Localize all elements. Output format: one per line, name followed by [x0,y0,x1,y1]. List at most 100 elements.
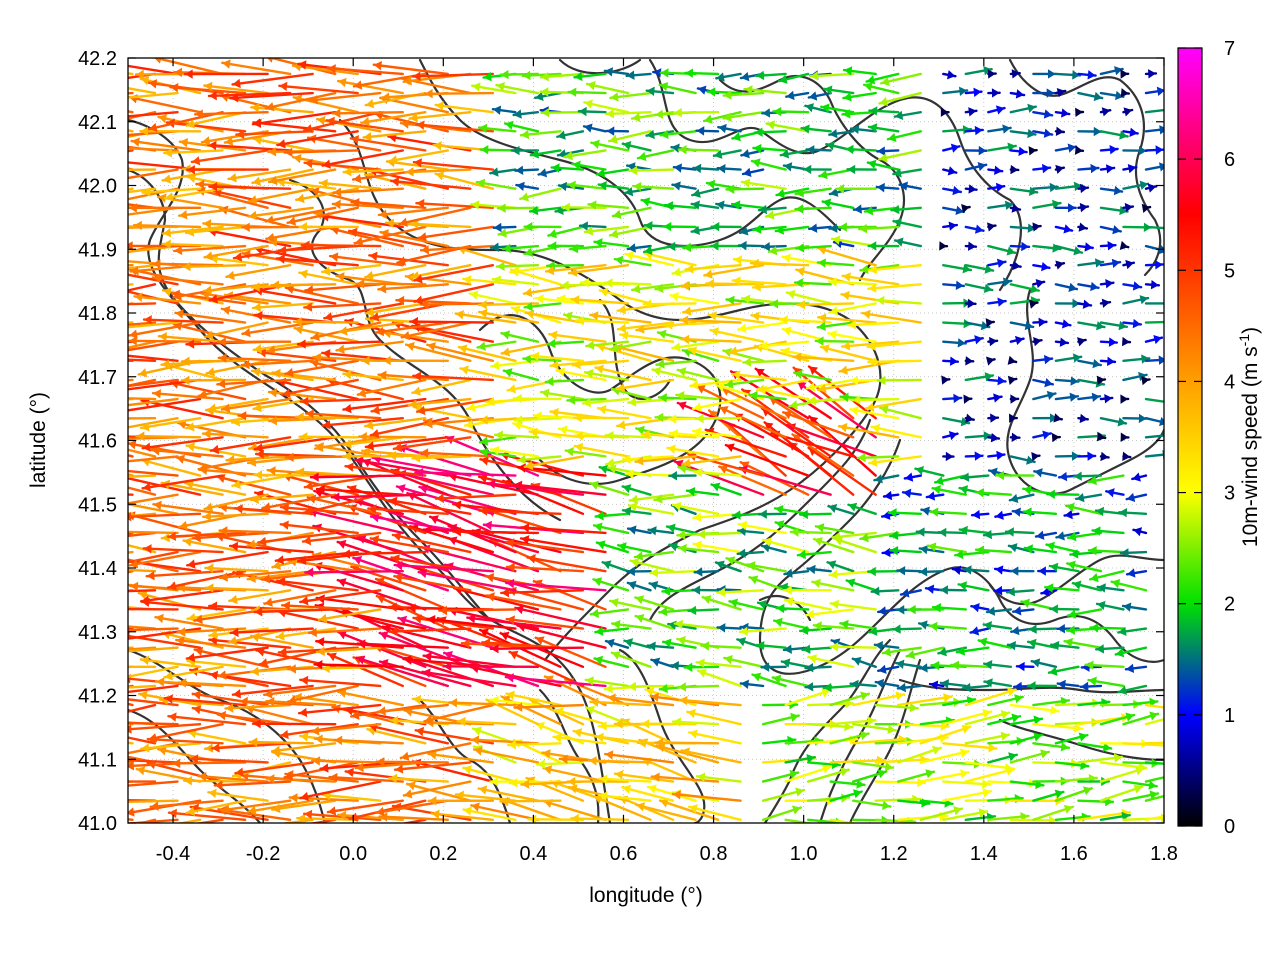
wind-arrow [852,722,897,734]
wind-arrow [128,336,202,346]
wind-arrow [1007,375,1018,385]
wind-arrow [951,565,968,575]
wind-arrow [780,658,810,669]
wind-arrow [128,684,157,689]
wind-arrow [335,340,404,354]
wind-arrow [585,340,630,350]
wind-arrow [616,542,652,554]
wind-arrow [1037,566,1058,576]
wind-arrow [1122,742,1164,747]
wind-arrow [128,340,157,350]
wind-arrow [189,754,269,764]
wind-arrow [528,427,585,439]
wind-arrow [405,781,472,802]
wind-arrow [742,357,787,367]
wind-arrow [548,330,607,343]
wind-arrow [210,742,292,753]
wind-arrow [781,410,855,439]
wind-arrow [589,608,630,619]
wind-arrow [1054,353,1083,363]
wind-arrow [493,430,540,440]
wind-arrow [246,569,314,583]
wind-arrow [784,764,832,783]
wind-arrow [1054,337,1070,347]
colorbar-tick-label: 5 [1224,260,1235,282]
wind-arrow [646,641,675,651]
wind-arrow [1094,644,1125,654]
wind-arrow [621,784,675,802]
wind-arrow [201,429,269,439]
wind-arrow [476,340,517,351]
wind-arrow [970,509,990,520]
wind-arrow [174,309,247,324]
wind-arrow [1009,432,1021,443]
colorbar-label-end: ) [1239,327,1262,334]
wind-arrow [1125,568,1148,578]
wind-arrow [276,576,359,592]
wind-arrow [367,504,450,516]
wind-arrow [1087,676,1125,688]
wind-arrow [840,340,900,351]
y-tick-label: 41.9 [78,239,117,261]
wind-arrow [1074,492,1103,503]
wind-arrow [128,627,202,640]
wind-arrow [806,767,850,783]
wind-arrow [326,799,404,816]
wind-arrow [505,615,585,630]
wind-arrow [928,621,968,632]
wind-arrow [500,330,540,343]
wind-arrow [725,556,765,573]
wind-arrow [874,703,919,713]
wind-arrow [1054,392,1080,402]
wind-arrow [374,577,450,611]
x-tick-label: -0.4 [156,843,190,865]
wind-arrow [129,581,202,592]
wind-arrow [516,454,562,465]
wind-arrow [220,397,292,413]
wind-arrow [650,772,720,783]
wind-arrow [650,657,675,669]
wind-arrow [128,530,179,535]
wind-arrow [601,560,630,573]
wind-arrow [724,378,765,389]
wind-arrow [621,506,652,516]
wind-arrow [958,525,990,536]
wind-arrow [299,396,382,407]
wind-arrow [128,780,157,783]
wind-arrow [1121,602,1148,612]
wind-arrow [457,344,517,363]
wind-arrow [304,409,382,420]
wind-arrow [851,656,877,669]
wind-arrow [942,393,963,404]
wind-arrow [974,545,1013,555]
wind-arrow [378,631,472,669]
colorbar-tick-label: 7 [1224,38,1235,60]
wind-arrow [739,679,765,689]
contour-line [128,648,327,823]
wind-arrow [1099,416,1128,427]
wind-arrow [1122,354,1151,364]
wind-arrow [1099,394,1114,404]
wind-arrow [514,605,607,630]
wind-arrow [295,467,359,477]
wind-arrow [1054,451,1081,461]
wind-arrow [539,388,585,401]
contour-line [763,638,892,823]
wind-arrow [680,334,742,345]
wind-arrow [593,655,630,669]
wind-arrow [939,585,968,595]
wind-arrow [512,480,607,496]
wind-arrow [409,316,495,327]
wind-arrow [1023,544,1058,554]
wind-arrow [307,627,382,638]
wind-arrow [657,393,697,403]
wind-arrow [761,769,800,783]
wind-arrow [1071,580,1103,592]
wind-arrow [149,799,224,811]
wind-arrow [937,527,968,538]
wind-arrow [523,455,585,471]
wind-arrow [594,364,652,382]
wind-arrow [751,672,787,688]
wind-arrow [404,341,472,363]
wind-arrow [592,577,630,592]
